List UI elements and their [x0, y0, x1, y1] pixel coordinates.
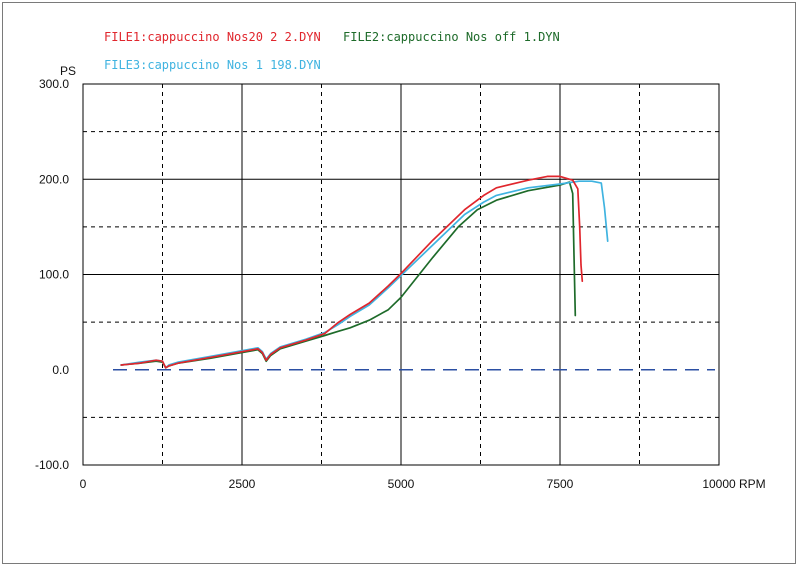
y-tick-label: 100.0: [39, 268, 69, 282]
legend-entry-file1: FILE1:cappuccino Nos20 2 2.DYN: [104, 30, 321, 44]
y-axis-label: PS: [60, 64, 76, 78]
y-tick-label: -100.0: [35, 458, 69, 472]
plot-border: [82, 83, 720, 466]
x-axis-label: RPM: [739, 477, 766, 491]
grid: [83, 84, 719, 465]
y-tick-labels: -100.0 0.0 100.0 200.0 300.0: [35, 77, 69, 472]
x-tick-label: 10000: [702, 477, 736, 491]
legend-entry-file3: FILE3:cappuccino Nos 1 198.DYN: [104, 58, 321, 72]
series-group: [120, 175, 609, 369]
x-tick-label: 2500: [229, 477, 256, 491]
chart-canvas: -100.0 0.0 100.0 200.0 300.0 0 2500 5000 7500 10…: [35, 30, 766, 491]
x-tick-label: 0: [80, 477, 87, 491]
y-tick-label: 0.0: [52, 363, 69, 377]
y-tick-label: 200.0: [39, 172, 69, 186]
y-tick-label: 300.0: [39, 77, 69, 91]
legend-entry-file2: FILE2:cappuccino Nos off 1.DYN: [343, 30, 560, 44]
x-tick-labels: 0 2500 5000 7500 10000: [80, 477, 736, 491]
x-tick-label: 7500: [547, 477, 574, 491]
series-line-file1: [120, 175, 584, 369]
x-tick-label: 5000: [388, 477, 415, 491]
